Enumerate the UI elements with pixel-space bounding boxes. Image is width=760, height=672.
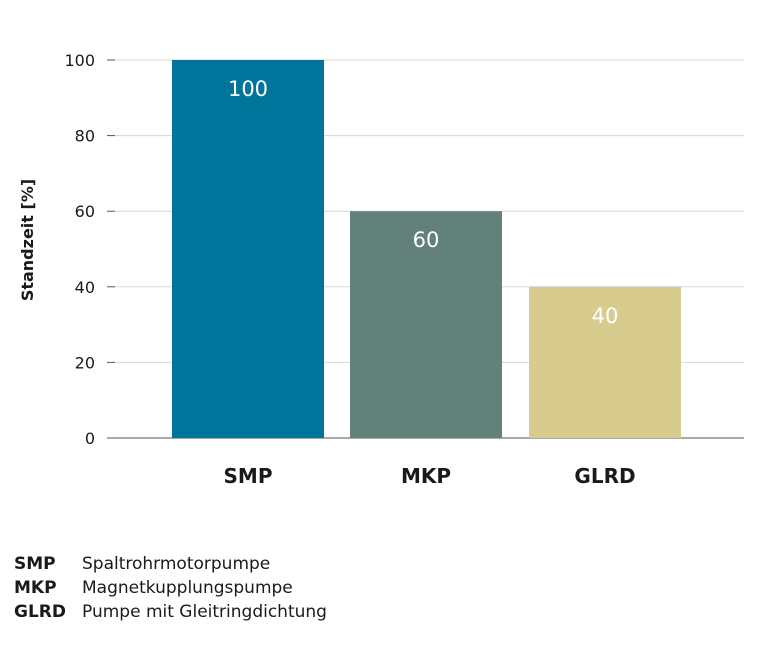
legend-abbr: MKP [14, 578, 57, 598]
bar-mkp [350, 211, 502, 438]
y-axis-label: Standzeit [%] [18, 179, 37, 301]
bar-smp [172, 60, 324, 438]
legend-text: Pumpe mit Gleitringdichtung [82, 602, 327, 622]
data-label: 40 [592, 304, 619, 328]
legend-text: Magnetkupplungspumpe [82, 578, 293, 598]
y-tick-label: 0 [85, 429, 95, 448]
bars: 100 60 40 [172, 60, 681, 438]
legend-item: MKP Magnetkupplungspumpe [14, 576, 327, 600]
data-label: 100 [228, 77, 268, 101]
y-tick-label: 80 [75, 127, 95, 146]
legend-abbr: GLRD [14, 602, 66, 622]
x-tick-labels: SMP MKP GLRD [224, 464, 636, 488]
abbreviation-legend: SMP Spaltrohrmotorpumpe MKP Magnetkupplu… [14, 552, 327, 624]
y-ticks: 0 20 40 60 80 100 [64, 51, 115, 448]
y-tick-label: 40 [75, 278, 95, 297]
legend-item: SMP Spaltrohrmotorpumpe [14, 552, 327, 576]
legend-text: Spaltrohrmotorpumpe [82, 554, 271, 574]
bar-chart: 100 60 40 0 20 40 60 80 100 SMP MKP GLRD Standzei… [18, 51, 744, 488]
x-tick-label: MKP [401, 464, 451, 488]
bar-glrd [529, 286, 681, 438]
y-tick-label: 20 [75, 353, 95, 372]
x-tick-label: GLRD [574, 464, 635, 488]
legend-abbr: SMP [14, 554, 56, 574]
x-tick-label: SMP [224, 464, 273, 488]
y-tick-label: 100 [64, 51, 95, 70]
y-tick-label: 60 [75, 202, 95, 221]
legend-item: GLRD Pumpe mit Gleitringdichtung [14, 600, 327, 624]
data-label: 60 [413, 228, 440, 252]
